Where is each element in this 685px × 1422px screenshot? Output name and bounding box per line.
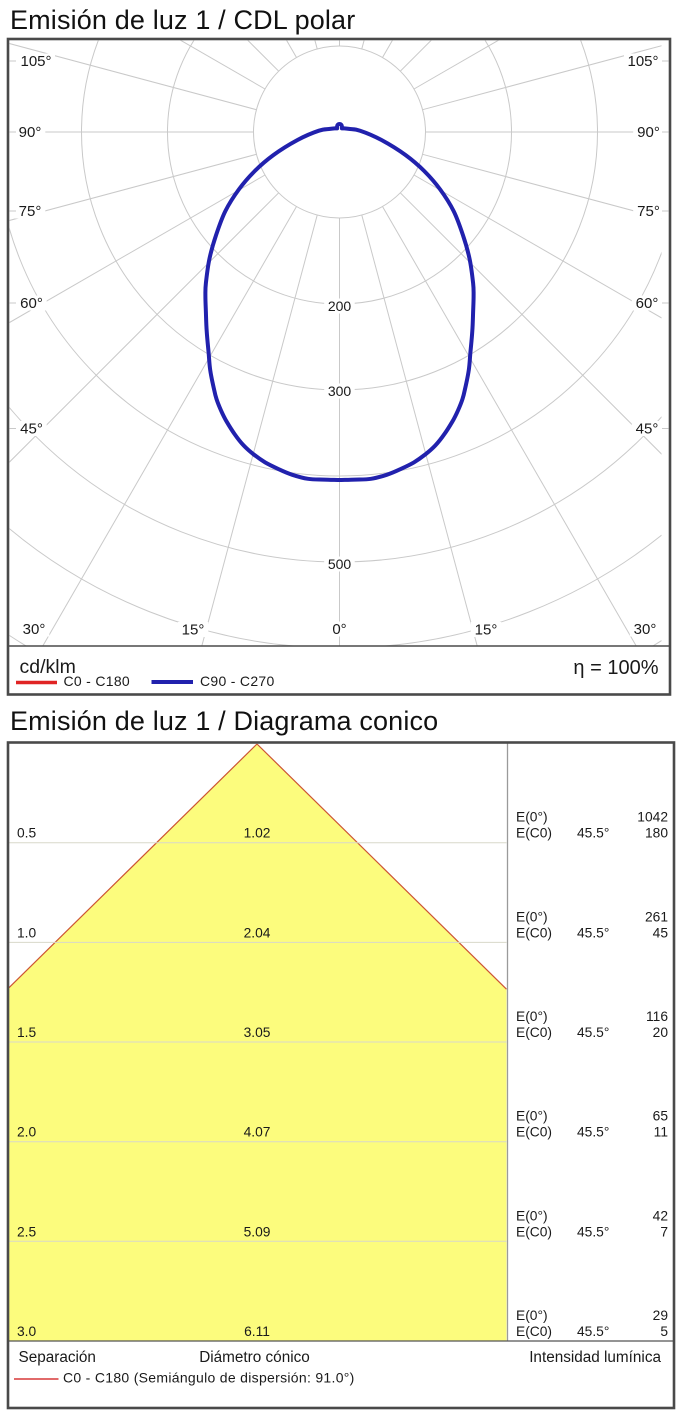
- svg-text:1.5: 1.5: [17, 1025, 37, 1040]
- svg-text:261: 261: [645, 909, 668, 924]
- svg-text:Intensidad lumínica: Intensidad lumínica: [529, 1349, 661, 1366]
- svg-text:500: 500: [328, 556, 352, 572]
- svg-text:6.11: 6.11: [244, 1324, 270, 1339]
- svg-text:1.02: 1.02: [244, 826, 271, 841]
- svg-text:E(0°): E(0°): [516, 1109, 548, 1124]
- svg-text:75°: 75°: [637, 203, 660, 220]
- svg-text:75°: 75°: [19, 203, 42, 220]
- svg-text:45.5°: 45.5°: [577, 1224, 609, 1239]
- svg-text:E(0°): E(0°): [516, 1308, 548, 1323]
- svg-text:2.5: 2.5: [17, 1224, 37, 1239]
- svg-text:45.5°: 45.5°: [577, 1025, 609, 1040]
- svg-text:45.5°: 45.5°: [577, 925, 609, 940]
- svg-text:65: 65: [653, 1109, 669, 1124]
- svg-text:45: 45: [653, 925, 669, 940]
- svg-text:C0 - C180: C0 - C180: [64, 673, 131, 689]
- svg-text:15°: 15°: [475, 622, 498, 639]
- svg-text:2.0: 2.0: [17, 1125, 37, 1140]
- svg-text:η = 100%: η = 100%: [573, 657, 658, 679]
- svg-text:E(C0): E(C0): [516, 925, 552, 940]
- svg-text:E(0°): E(0°): [516, 810, 548, 825]
- svg-text:cd/klm: cd/klm: [20, 656, 76, 678]
- svg-text:30°: 30°: [634, 621, 657, 638]
- svg-text:90°: 90°: [637, 124, 660, 141]
- svg-text:90°: 90°: [19, 124, 42, 141]
- svg-text:200: 200: [328, 298, 352, 314]
- svg-text:20: 20: [653, 1025, 669, 1040]
- svg-text:C90 - C270: C90 - C270: [200, 673, 275, 689]
- svg-text:105°: 105°: [627, 53, 658, 70]
- svg-text:5.09: 5.09: [244, 1224, 271, 1239]
- svg-text:E(C0): E(C0): [516, 1125, 552, 1140]
- svg-text:29: 29: [653, 1308, 669, 1323]
- svg-text:Emisión de luz 1 / CDL polar: Emisión de luz 1 / CDL polar: [10, 5, 355, 35]
- svg-text:116: 116: [646, 1009, 668, 1024]
- svg-text:4.07: 4.07: [244, 1125, 271, 1140]
- svg-text:60°: 60°: [20, 295, 43, 312]
- svg-text:3.0: 3.0: [17, 1324, 37, 1339]
- svg-text:42: 42: [653, 1208, 668, 1223]
- svg-text:E(C0): E(C0): [516, 1025, 552, 1040]
- svg-text:60°: 60°: [636, 295, 659, 312]
- svg-text:1042: 1042: [637, 810, 668, 825]
- svg-text:C0 - C180 (Semiángulo de dispe: C0 - C180 (Semiángulo de dispersión: 91.…: [63, 1370, 355, 1386]
- svg-text:11: 11: [654, 1125, 668, 1140]
- svg-text:45.5°: 45.5°: [577, 1125, 609, 1140]
- svg-text:E(C0): E(C0): [516, 1224, 552, 1239]
- svg-text:45°: 45°: [636, 421, 659, 438]
- svg-text:45.5°: 45.5°: [577, 1324, 609, 1339]
- svg-text:Diámetro cónico: Diámetro cónico: [199, 1349, 310, 1366]
- svg-text:45.5°: 45.5°: [577, 826, 609, 841]
- svg-text:E(0°): E(0°): [516, 909, 548, 924]
- svg-text:E(C0): E(C0): [516, 826, 552, 841]
- svg-text:E(C0): E(C0): [516, 1324, 552, 1339]
- svg-text:2.04: 2.04: [244, 925, 271, 940]
- svg-text:Emisión de luz 1 / Diagrama co: Emisión de luz 1 / Diagrama conico: [10, 706, 438, 736]
- svg-text:30°: 30°: [23, 621, 46, 638]
- svg-text:15°: 15°: [182, 622, 205, 639]
- svg-text:300: 300: [328, 383, 352, 399]
- svg-text:E(0°): E(0°): [516, 1208, 548, 1223]
- svg-text:45°: 45°: [20, 421, 43, 438]
- svg-text:5: 5: [660, 1324, 668, 1339]
- svg-text:3.05: 3.05: [244, 1025, 271, 1040]
- svg-text:Separación: Separación: [19, 1349, 96, 1366]
- svg-text:0°: 0°: [332, 621, 346, 638]
- svg-text:105°: 105°: [20, 53, 51, 70]
- svg-text:E(0°): E(0°): [516, 1009, 548, 1024]
- svg-text:180: 180: [645, 826, 668, 841]
- svg-text:7: 7: [660, 1224, 668, 1239]
- svg-text:1.0: 1.0: [17, 925, 37, 940]
- svg-text:0.5: 0.5: [17, 826, 37, 841]
